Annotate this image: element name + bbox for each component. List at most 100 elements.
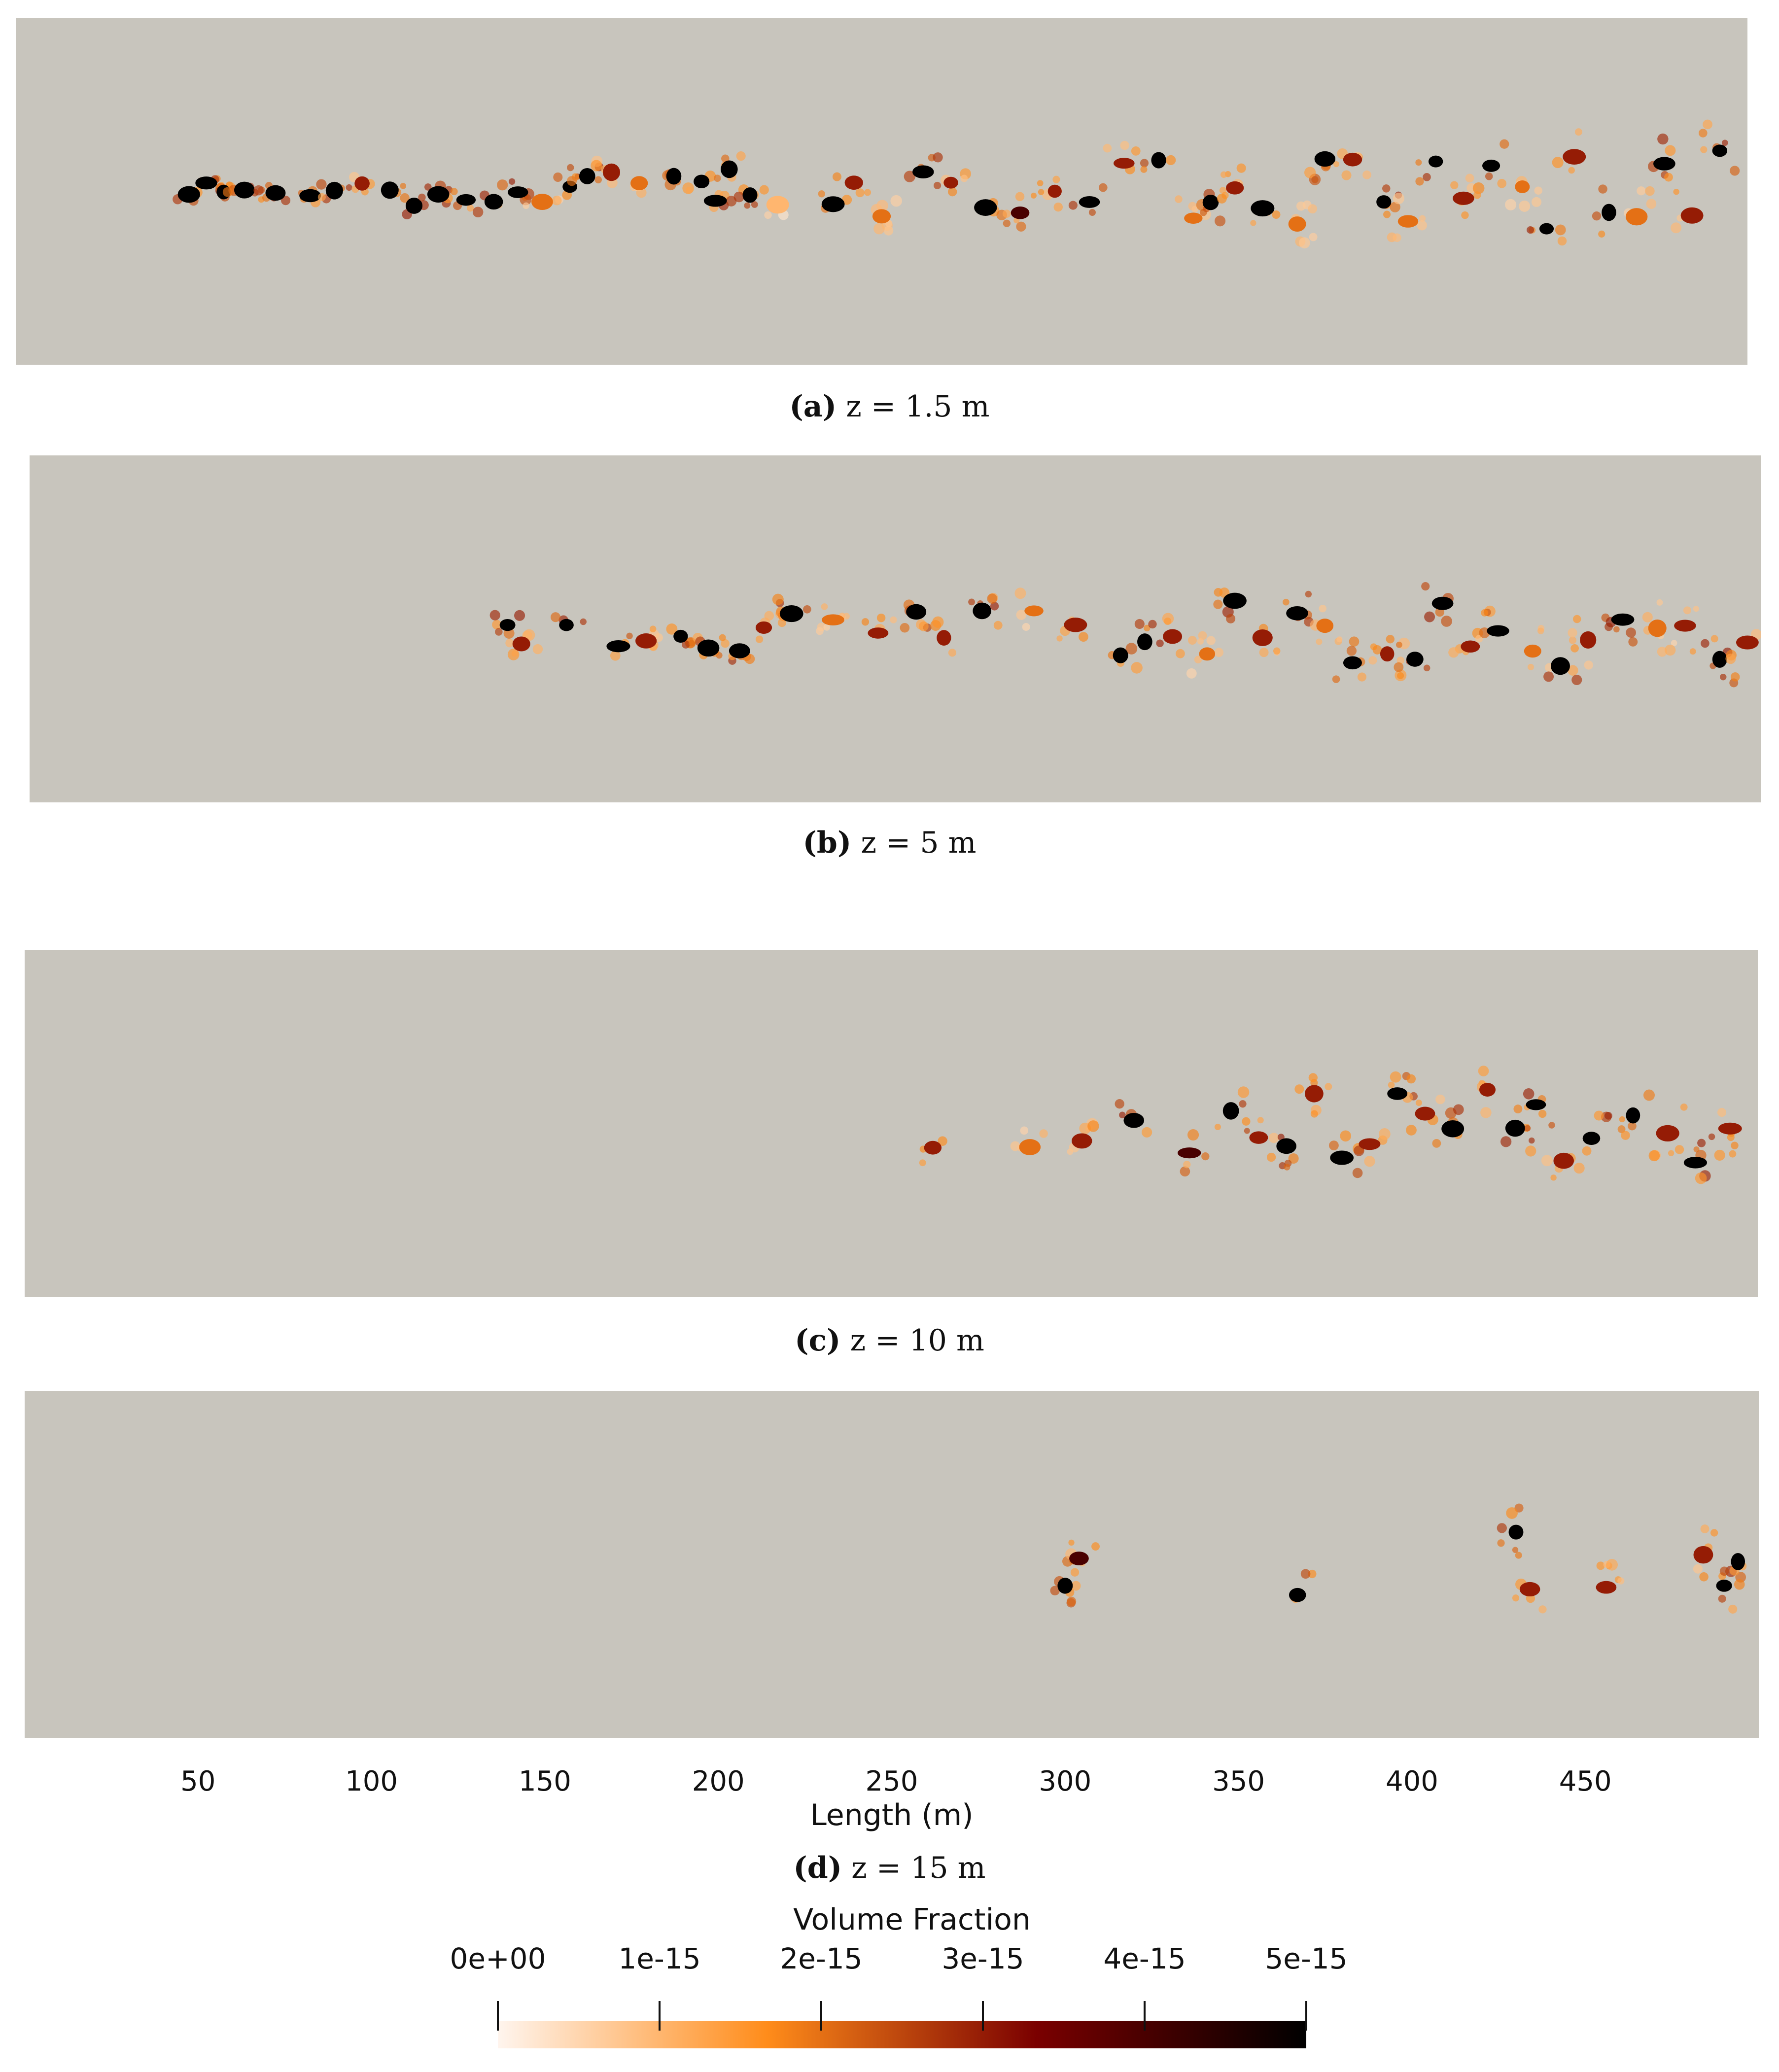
particle-halo xyxy=(864,189,872,196)
particle-halo xyxy=(1668,1150,1674,1156)
particle-core xyxy=(1693,1546,1713,1564)
particle-halo xyxy=(1214,1124,1221,1131)
particle-halo xyxy=(890,195,902,207)
particle-core xyxy=(1163,629,1183,644)
particle-cluster xyxy=(381,181,410,203)
particle-halo xyxy=(1067,1596,1077,1606)
particle-halo xyxy=(1298,237,1310,249)
particle-core xyxy=(755,621,772,634)
particle-cluster xyxy=(635,625,663,652)
particle-halo xyxy=(1571,674,1582,686)
particle-halo xyxy=(1037,180,1044,187)
particle-halo xyxy=(1346,646,1357,656)
particle-halo xyxy=(744,202,751,209)
particle-halo xyxy=(1642,612,1653,622)
particle-halo xyxy=(1665,145,1676,156)
particle-halo xyxy=(821,603,828,610)
particle-halo xyxy=(1098,183,1108,192)
particle-halo xyxy=(1379,1128,1391,1140)
particle-halo xyxy=(1710,635,1718,643)
particle-cluster xyxy=(1497,1503,1524,1559)
particle-halo xyxy=(1555,224,1566,236)
particle-core xyxy=(1415,1106,1435,1121)
particle-cluster xyxy=(832,172,872,198)
particle-core xyxy=(1137,633,1152,651)
particle-halo xyxy=(1714,1149,1725,1161)
particle-halo xyxy=(1480,1107,1492,1118)
particle-halo xyxy=(1308,1073,1318,1082)
particle-halo xyxy=(1719,1566,1729,1576)
colorbar-legend: Volume Fraction 0e+00 1e-15 2e-15 3e-15 4e-1… xyxy=(444,1902,1380,2050)
caption-c-letter: (c) xyxy=(795,1323,841,1358)
particle-cluster xyxy=(703,190,737,212)
particle-halo xyxy=(424,183,432,191)
x-tick-label: 450 xyxy=(1559,1765,1612,1797)
particle-core xyxy=(673,629,688,643)
particle-halo xyxy=(316,179,327,190)
particle-halo xyxy=(1543,671,1554,682)
particle-halo xyxy=(1626,627,1636,638)
caption-d-letter: (d) xyxy=(793,1851,842,1885)
particle-cluster xyxy=(1332,636,1367,683)
particle-core xyxy=(427,186,450,203)
particle-halo xyxy=(932,616,944,628)
particle-core xyxy=(703,195,727,207)
particle-halo xyxy=(1582,1146,1592,1156)
particle-halo xyxy=(876,613,886,622)
particle-halo xyxy=(1188,636,1197,645)
particle-core xyxy=(1406,652,1424,667)
particle-core xyxy=(1151,152,1166,169)
particle-halo xyxy=(1364,1156,1375,1167)
particle-halo xyxy=(418,193,426,202)
particle-halo xyxy=(1731,1141,1739,1149)
particle-halo xyxy=(1236,163,1246,173)
particle-core xyxy=(484,194,503,210)
particle-halo xyxy=(489,610,500,621)
particle-halo xyxy=(1187,1129,1199,1141)
particle-halo xyxy=(1693,606,1699,612)
particle-cluster xyxy=(1482,139,1509,188)
particle-halo xyxy=(1015,192,1025,202)
particle-core xyxy=(721,160,738,178)
particle-halo xyxy=(567,164,574,172)
particle-core xyxy=(872,209,891,224)
particle-halo xyxy=(1512,1594,1520,1602)
particle-halo xyxy=(514,610,525,621)
particle-halo xyxy=(1002,209,1011,218)
particle-halo xyxy=(1693,1146,1700,1153)
particle-halo xyxy=(764,211,772,219)
particle-cluster xyxy=(1242,1117,1279,1162)
x-tick-label: 300 xyxy=(1039,1765,1092,1797)
particle-halo xyxy=(1242,1117,1251,1126)
particle-core xyxy=(666,168,682,185)
particle-cluster xyxy=(1196,187,1229,227)
particle-halo xyxy=(1010,1141,1020,1151)
particle-halo xyxy=(1115,1099,1124,1109)
particle-halo xyxy=(222,187,233,197)
particle-halo xyxy=(1332,675,1340,683)
particle-halo xyxy=(1186,668,1197,679)
particle-halo xyxy=(580,618,587,625)
particle-halo xyxy=(1237,1086,1250,1098)
particle-core xyxy=(265,185,286,201)
particle-halo xyxy=(1701,639,1709,648)
particle-core xyxy=(1453,191,1474,205)
particle-core xyxy=(1223,592,1247,609)
particle-cluster xyxy=(930,616,957,657)
particle-cluster xyxy=(904,152,943,189)
particle-halo xyxy=(1053,202,1063,212)
particle-cluster xyxy=(1134,619,1164,651)
particle-halo xyxy=(855,188,865,198)
particle-halo xyxy=(1325,1083,1332,1091)
particle-halo xyxy=(832,172,841,181)
particle-halo xyxy=(346,184,352,191)
particle-halo xyxy=(1164,617,1172,625)
particle-core xyxy=(1596,1581,1617,1594)
particle-core xyxy=(1524,644,1541,658)
particle-cluster xyxy=(1406,1094,1445,1136)
particle-core xyxy=(606,640,630,653)
particle-halo xyxy=(1568,167,1575,174)
particle-core xyxy=(1251,200,1275,217)
particle-halo xyxy=(400,183,407,189)
particle-halo xyxy=(990,602,999,611)
